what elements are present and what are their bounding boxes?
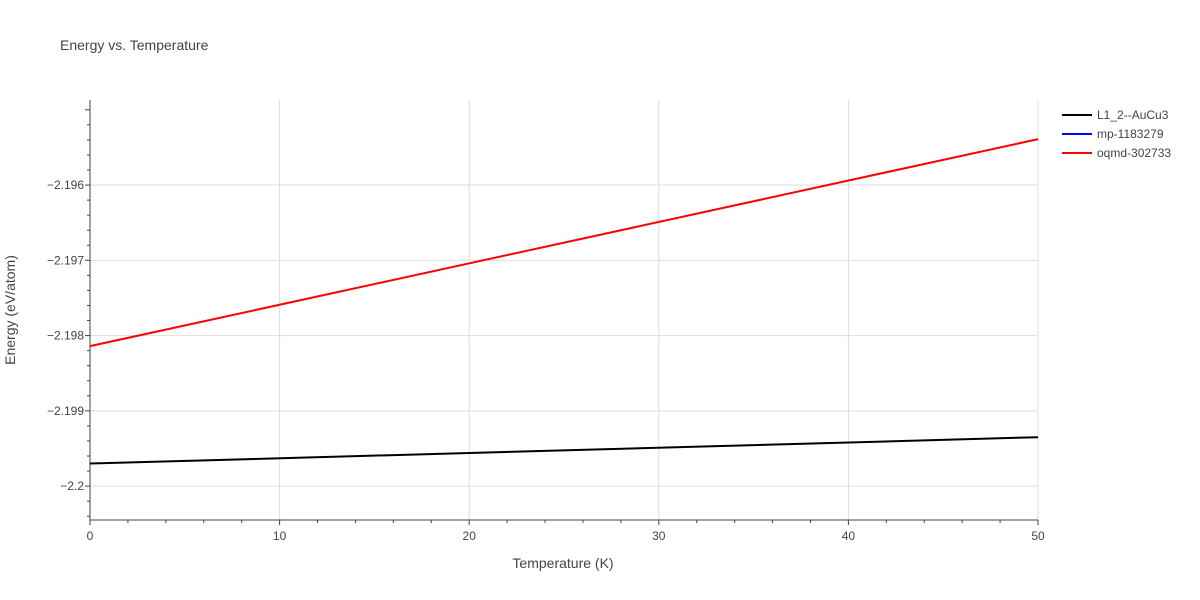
legend-label: mp-1183279 [1097, 127, 1164, 141]
x-axis-title: Temperature (K) [512, 555, 613, 571]
legend-item[interactable]: mp-1183279 [1062, 127, 1164, 141]
x-tick-label: 50 [1031, 529, 1045, 543]
y-tick-label: −2.2 [60, 479, 84, 493]
series-lines [89, 138, 1039, 465]
legend-item[interactable]: L1_2--AuCu3 [1062, 108, 1169, 122]
legend-label: oqmd-302733 [1097, 146, 1171, 160]
chart-title: Energy vs. Temperature [60, 37, 209, 53]
series-line-oqmd-302733 [89, 138, 1039, 348]
grid [90, 100, 1039, 520]
series-line-L1_2--AuCu3 [89, 436, 1039, 465]
y-tick-label: −2.196 [47, 178, 84, 192]
x-tick-label: 40 [842, 529, 856, 543]
y-tick-label: −2.198 [47, 329, 84, 343]
legend-label: L1_2--AuCu3 [1097, 108, 1169, 122]
legend[interactable]: L1_2--AuCu3 mp-1183279 oqmd-302733 [1062, 108, 1171, 160]
legend-item[interactable]: oqmd-302733 [1062, 146, 1171, 160]
x-tick-label: 30 [652, 529, 666, 543]
x-tick-label: 0 [87, 529, 94, 543]
y-tick-label: −2.199 [47, 404, 84, 418]
x-tick-label: 10 [273, 529, 287, 543]
y-tick-label: −2.197 [47, 253, 84, 267]
x-tick-label: 20 [463, 529, 477, 543]
y-axis-title: Energy (eV/atom) [2, 255, 18, 365]
axes: 0 10 20 30 40 50 −2.2 −2.199 −2.198 −2.197 −2.196 [47, 100, 1045, 543]
